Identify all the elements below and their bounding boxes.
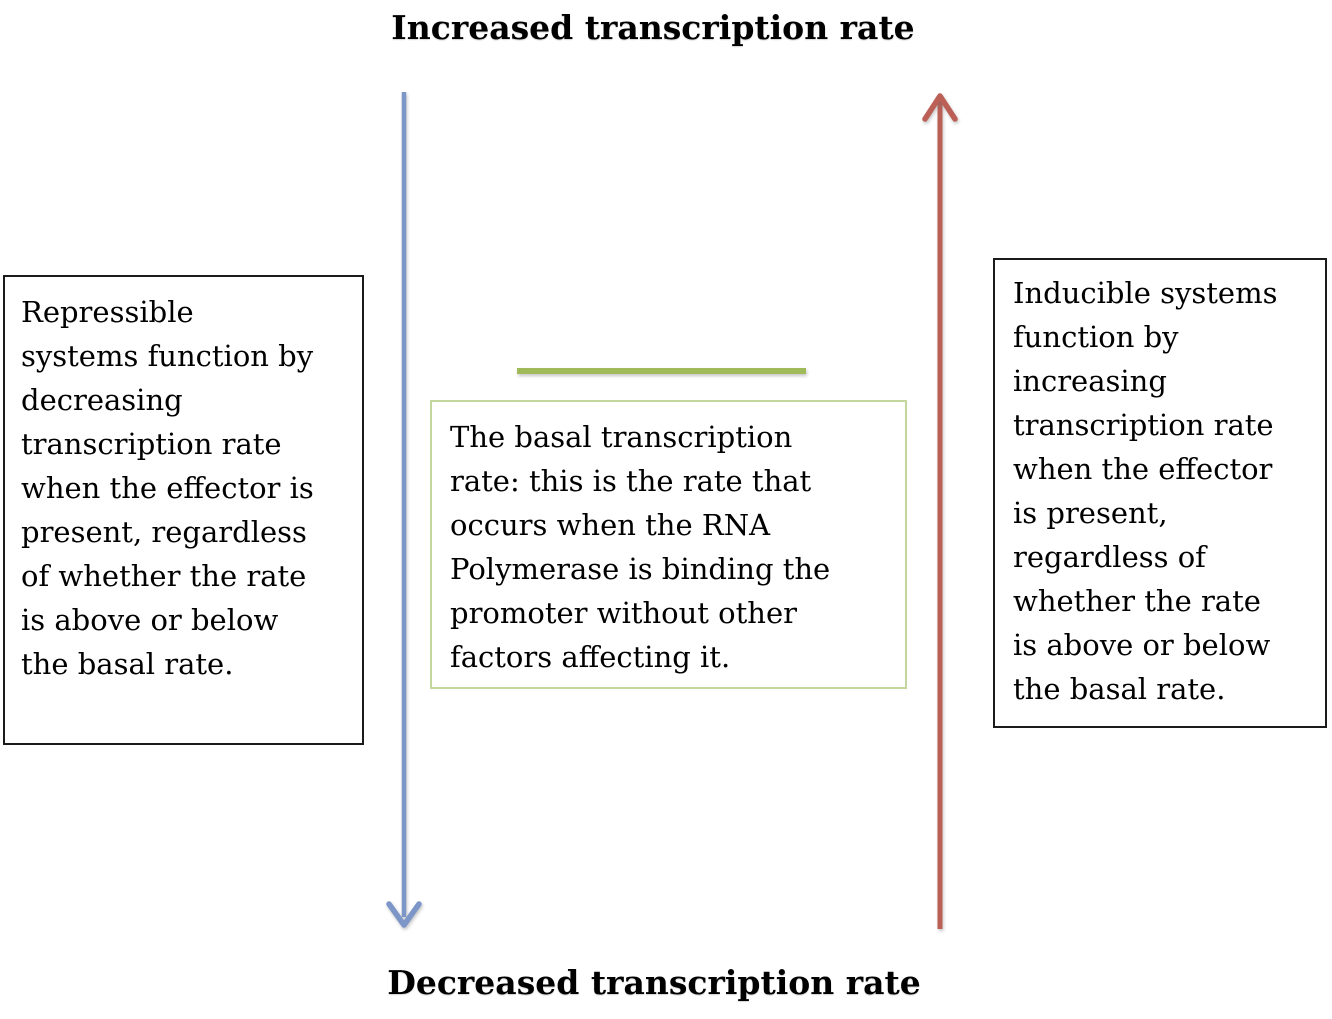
increase-arrowhead-icon [922,93,958,122]
decrease-arrowhead-icon [386,901,422,928]
inducible-systems-box: Inducible systems function by increasing… [993,258,1327,728]
basal-transcription-rate-box: The basal transcription rate: this is th… [430,400,907,689]
repressible-systems-box: Repressible systems function by decreasi… [3,275,364,745]
increased-transcription-title: Increased transcription rate [391,8,915,47]
decreased-transcription-title: Decreased transcription rate [387,963,921,1002]
